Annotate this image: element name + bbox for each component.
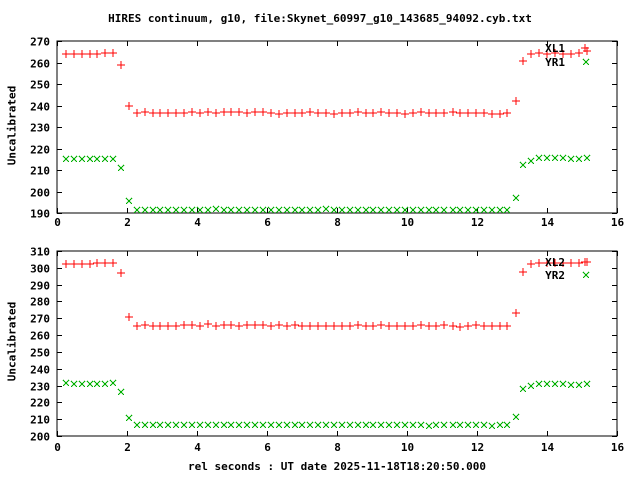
xl1-points: [62, 44, 591, 118]
y-tick-label: 210: [30, 165, 50, 178]
legend-label-yr1: YR1: [545, 56, 565, 69]
x-tick-label: 6: [264, 216, 271, 229]
y-tick-label: 290: [30, 280, 50, 293]
y-tick-label: 200: [30, 187, 50, 200]
yr2-points: [62, 271, 591, 430]
y-tick-label: 220: [30, 397, 50, 410]
x-tick-label: 12: [471, 441, 484, 454]
y-tick-label: 210: [30, 414, 50, 427]
y-tick-label: 270: [30, 313, 50, 326]
chart-title: HIRES continuum, g10, file:Skynet_60997_…: [108, 12, 532, 25]
legend-label-yr2: YR2: [545, 269, 565, 282]
x-tick-label: 14: [541, 216, 555, 229]
x-tick-label: 12: [471, 216, 484, 229]
y-tick-label: 220: [30, 144, 50, 157]
y-tick-label: 240: [30, 101, 50, 114]
x-tick-label: 10: [401, 216, 414, 229]
bottom-panel: 0 2 4 6 8 10 12 14 16 200 210 220 230 240 250 260 270 280…: [30, 246, 624, 455]
y-tick-label: 280: [30, 296, 50, 309]
x-tick-label: 10: [401, 441, 414, 454]
y-tick-label: 250: [30, 79, 50, 92]
x-tick-label: 16: [611, 441, 625, 454]
yr1-points: [62, 58, 591, 214]
y-tick-label: 240: [30, 364, 50, 377]
y-axis-label-bottom: Uncalibrated: [5, 301, 19, 382]
y-tick-label: 250: [30, 347, 50, 360]
y-axis-label-top: Uncalibrated: [5, 85, 19, 166]
legend-label-xl2: XL2: [545, 256, 565, 269]
y-tick-label: 260: [30, 58, 50, 71]
y-tick-label: 310: [30, 246, 50, 259]
x-tick-label: 6: [264, 441, 271, 454]
x-tick-label: 4: [194, 441, 201, 454]
x-tick-label: 16: [611, 216, 625, 229]
x-tick-label: 4: [194, 216, 201, 229]
y-tick-label: 230: [30, 381, 50, 394]
axis-ticks: [57, 251, 618, 437]
y-tick-label: 300: [30, 263, 50, 276]
x-tick-label: 8: [334, 441, 341, 454]
y-tick-label: 230: [30, 122, 50, 135]
top-panel: 0 2 4 6 8 10 12 14 16 190 200 210 220 230 240 250 260 270: [30, 36, 624, 230]
y-tick-label: 190: [30, 208, 50, 221]
y-tick-label: 200: [30, 431, 50, 444]
y-tick-label: 260: [30, 330, 50, 343]
y-tick-label: 270: [30, 36, 50, 49]
x-tick-label: 8: [334, 216, 341, 229]
xl2-points: [62, 258, 591, 331]
x-tick-label: 2: [124, 441, 131, 454]
x-tick-label: 0: [54, 441, 61, 454]
x-tick-label: 14: [541, 441, 555, 454]
x-tick-label: 2: [124, 216, 131, 229]
x-tick-label: 0: [54, 216, 61, 229]
legend-label-xl1: XL1: [545, 42, 565, 55]
axis-ticks: [57, 41, 618, 214]
x-axis-label: rel seconds : UT date 2025-11-18T18:20:5…: [187, 460, 486, 473]
